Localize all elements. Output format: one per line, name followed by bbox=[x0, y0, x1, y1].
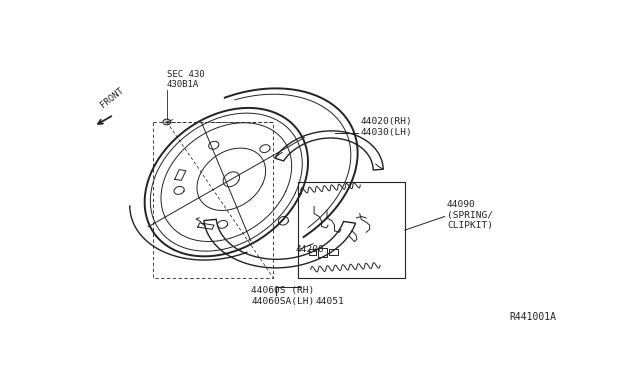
Text: 44051: 44051 bbox=[316, 297, 344, 306]
Text: FRONT: FRONT bbox=[99, 86, 125, 109]
Text: 44200: 44200 bbox=[296, 245, 324, 254]
Text: SEC 430
430B1A: SEC 430 430B1A bbox=[167, 70, 204, 89]
Text: 44060S (RH)
44060SA(LH): 44060S (RH) 44060SA(LH) bbox=[251, 286, 314, 306]
Text: 44090
(SPRING/
CLIPKIT): 44090 (SPRING/ CLIPKIT) bbox=[447, 200, 493, 230]
Text: R441001A: R441001A bbox=[509, 312, 556, 322]
Text: 44020(RH)
44030(LH): 44020(RH) 44030(LH) bbox=[360, 118, 412, 137]
Ellipse shape bbox=[163, 119, 171, 125]
